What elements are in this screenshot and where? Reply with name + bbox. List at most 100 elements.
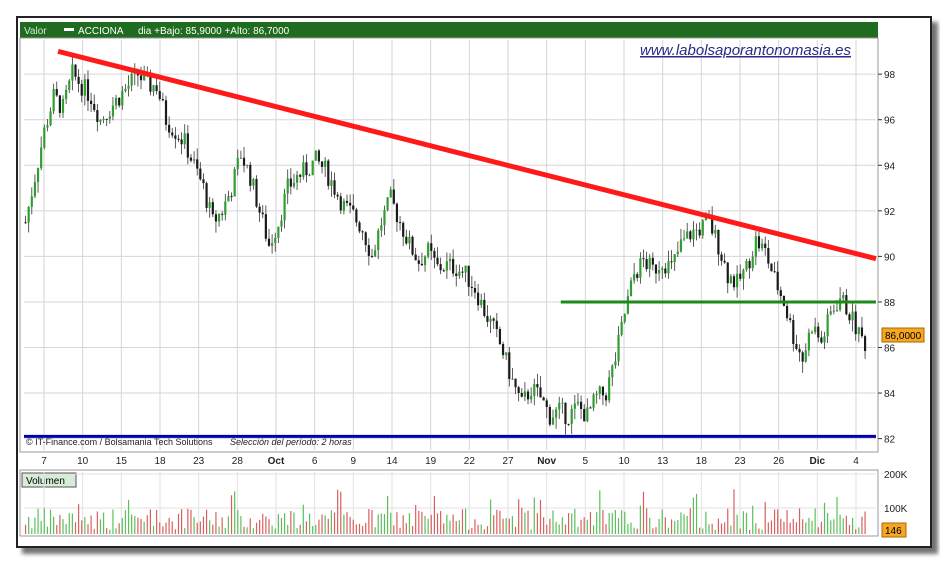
candle-body [55,89,58,96]
candle-body [442,270,445,272]
candle-body [779,290,782,297]
volume-bar [727,508,729,534]
candle-body [810,332,814,334]
candle-body [411,236,414,255]
series-swatch [64,28,74,31]
volume-bar [758,528,760,534]
candle-body [814,326,817,333]
x-tick-label: 26 [773,456,785,467]
volume-bar [162,526,164,534]
volume-bar [761,529,763,534]
volume-bar [614,510,617,534]
candle-body [533,384,536,396]
candle-body [352,205,355,210]
candle-body [692,229,695,240]
candle-body [255,178,258,207]
x-tick-label: 5 [583,456,589,467]
y-tick-label: 82 [884,435,896,446]
volume-bar [755,523,757,534]
volume-bar [839,514,841,534]
candle-body [614,361,617,366]
volume-bar [795,522,798,534]
candle-body [807,332,810,351]
candle-body [489,318,492,322]
candle-body [505,352,508,356]
volume-bar [465,508,467,534]
candle-body [192,159,196,161]
footer-credit: © IT-Finance.com / Bolsamania Tech Solut… [26,437,213,447]
volume-bar [187,508,189,534]
volume-bar [496,509,498,534]
candle-body [320,161,324,167]
candle-body [551,417,555,425]
volume-bar [43,508,45,534]
volume-bar [252,528,254,534]
x-tick-label: Dic [810,456,826,467]
volume-bar [65,524,67,534]
volume-bar [658,519,660,534]
candle-body [30,196,33,207]
volume-bar [374,527,376,534]
candle-body [757,236,761,249]
candle-body [686,231,689,239]
x-tick-label: 13 [657,456,669,467]
volume-bar [720,523,723,534]
volume-bar [449,520,451,534]
candle-body [302,162,305,177]
candle-body [689,231,692,240]
volume-bar [855,529,857,534]
candle-body [461,271,464,273]
volume-bar [627,524,629,534]
candle-body [40,147,43,169]
volume-tab [21,472,77,488]
volume-bar [567,513,570,534]
volume-bar [156,510,158,534]
volume-bar [302,504,304,534]
candle-body [611,365,614,378]
volume-bar [246,527,248,534]
candle-body [164,100,168,125]
volume-bar [792,518,794,534]
volume-bar [736,514,738,534]
vol-tick-label: 200K [884,470,908,481]
x-tick-label: 10 [618,456,630,467]
candle-body [542,397,545,401]
candle-body [186,133,189,158]
volume-bar [274,528,276,534]
volume-bar [90,515,92,534]
symbol-label: ACCIONA [78,26,124,37]
candle-body [530,395,533,400]
volume-bar [46,526,49,534]
volume-bar [805,522,807,534]
volume-bar [380,513,382,534]
volume-bar [402,515,404,534]
volume-bar [102,512,105,534]
candle-body [848,314,851,321]
candle-body [770,263,773,272]
volume-bar [511,516,514,534]
volume-bar [486,526,489,534]
volume-bar [493,515,495,534]
candle-body [845,295,848,315]
volume-bar [823,502,826,534]
grid [24,40,876,450]
volume-bar [371,509,373,534]
watermark[interactable]: www.labolsaporantonomasia.es [640,42,851,59]
chart-frame: Valor ACCIONA dia +Bajo: 85,9000 +Alto: … [16,16,932,548]
y-tick-label: 92 [884,207,896,218]
candle-body [801,352,804,362]
footer-period: Selección del período: 2 horas [230,437,352,447]
candle-body [514,378,517,388]
volume-bar [695,493,698,534]
candle-body [839,298,842,310]
candle-body [636,274,639,278]
candle-body [174,135,177,139]
volume-bar [296,527,298,534]
volume-bar [84,517,86,534]
last-price-label: 86,0000 [885,331,922,342]
volume-bar [411,526,414,534]
candle-body [526,391,530,400]
volume-bar [677,519,679,534]
volume-bar [24,524,27,534]
candle-body [230,195,233,197]
